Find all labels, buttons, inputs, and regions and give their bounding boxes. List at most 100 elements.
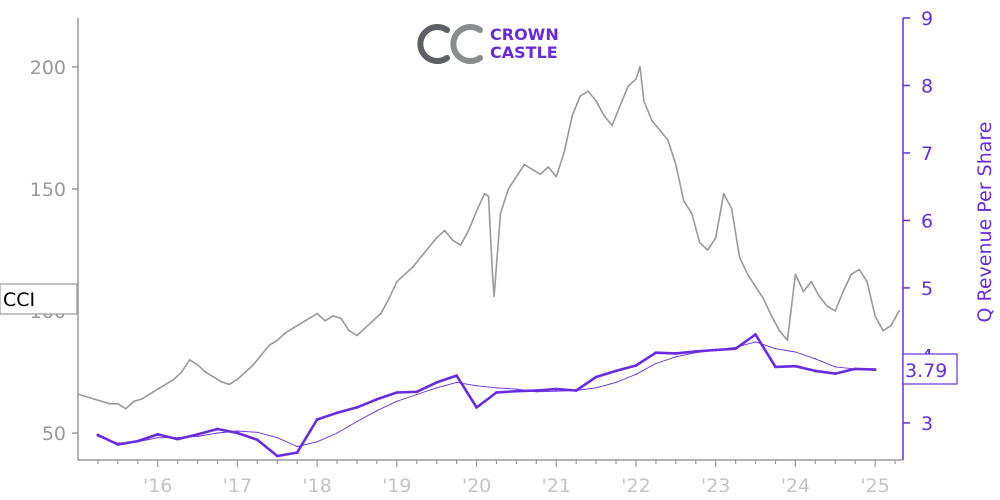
series-point <box>675 163 677 166</box>
x-tick-label: '21 <box>542 475 571 497</box>
series-point <box>204 371 207 373</box>
series-point <box>376 410 378 412</box>
series-point <box>256 431 258 433</box>
series-point <box>316 312 318 315</box>
series-point <box>116 443 120 446</box>
series-point <box>794 273 797 276</box>
series-point <box>515 175 518 178</box>
series-point <box>882 329 884 332</box>
series-line-q-revenue-per-share <box>96 333 877 458</box>
series-point <box>308 317 310 320</box>
series-point <box>356 334 358 337</box>
series-point <box>813 369 817 373</box>
right-axis-title: Q Revenue Per Share <box>974 122 996 323</box>
series-point <box>196 432 199 436</box>
x-tick-label: '25 <box>860 475 889 497</box>
series-point <box>96 433 100 437</box>
series-point <box>467 229 470 232</box>
series-point <box>523 163 526 166</box>
series-point <box>396 400 398 402</box>
series-point <box>427 246 430 249</box>
series-point <box>97 435 99 437</box>
series-point <box>292 327 295 329</box>
series-point <box>415 390 419 394</box>
series-point <box>754 285 757 288</box>
series-point <box>818 295 821 298</box>
series-point <box>85 395 87 398</box>
series-point <box>563 151 566 154</box>
x-tick-label: '19 <box>382 475 411 497</box>
series-point <box>148 393 151 395</box>
logo-mark-icon <box>417 24 483 64</box>
revenue-last-label-box: 3.79 <box>902 353 958 385</box>
series-point <box>216 432 219 434</box>
series-point <box>735 346 737 348</box>
series-point <box>93 398 95 400</box>
series-point <box>196 435 199 437</box>
series-point <box>778 329 781 332</box>
series-point <box>276 339 279 342</box>
series-point <box>555 390 557 392</box>
series-point <box>635 373 637 375</box>
series-point <box>854 368 856 370</box>
series-point <box>236 430 239 432</box>
series-point <box>443 229 446 232</box>
series-point <box>372 320 374 322</box>
series-point <box>619 105 621 107</box>
x-tick-label: '23 <box>701 475 730 497</box>
series-point <box>547 166 550 168</box>
series-point <box>284 332 287 334</box>
series-point <box>611 124 613 127</box>
series-point <box>531 168 534 171</box>
series-point <box>435 236 438 239</box>
series-point <box>890 324 892 327</box>
series-point <box>667 139 669 141</box>
series-point <box>898 310 900 312</box>
series-point <box>456 381 458 383</box>
series-point <box>491 273 494 276</box>
logo-line1: CROWN <box>490 25 559 44</box>
series-point <box>315 418 319 421</box>
series-point <box>436 387 438 389</box>
series-point <box>814 358 816 360</box>
x-tick-label: '20 <box>462 475 491 497</box>
series-point <box>296 445 298 448</box>
series-point <box>698 241 701 244</box>
series-point <box>575 389 577 392</box>
series-layer <box>77 66 900 458</box>
right-tick-label: 3 <box>921 413 933 435</box>
series-point <box>595 387 597 389</box>
series-point <box>172 378 175 381</box>
series-point <box>475 385 478 387</box>
series-point <box>706 249 709 251</box>
series-point <box>220 381 223 383</box>
series-point <box>435 380 439 384</box>
series-point <box>654 351 658 355</box>
series-point <box>157 437 159 439</box>
series-point <box>587 90 589 93</box>
series-point <box>380 312 382 315</box>
series-point <box>695 352 697 354</box>
series-point <box>156 388 159 390</box>
series-point <box>554 387 558 391</box>
series-point <box>156 432 160 436</box>
series-point <box>236 378 239 381</box>
series-point <box>177 437 179 439</box>
series-point <box>834 310 837 312</box>
series-point <box>340 317 342 320</box>
series-point <box>802 290 805 293</box>
series-point <box>754 341 757 343</box>
series-point <box>487 195 490 198</box>
series-point <box>388 298 390 300</box>
series-point <box>659 129 661 132</box>
series-point <box>571 114 574 117</box>
series-point <box>109 403 111 405</box>
series-point <box>714 236 717 239</box>
series-point <box>730 207 733 210</box>
series-point <box>356 420 358 423</box>
series-point <box>419 256 422 259</box>
series-point <box>268 344 271 347</box>
series-point <box>850 273 852 276</box>
series-point <box>643 100 645 102</box>
price-label: CCI <box>3 289 35 311</box>
